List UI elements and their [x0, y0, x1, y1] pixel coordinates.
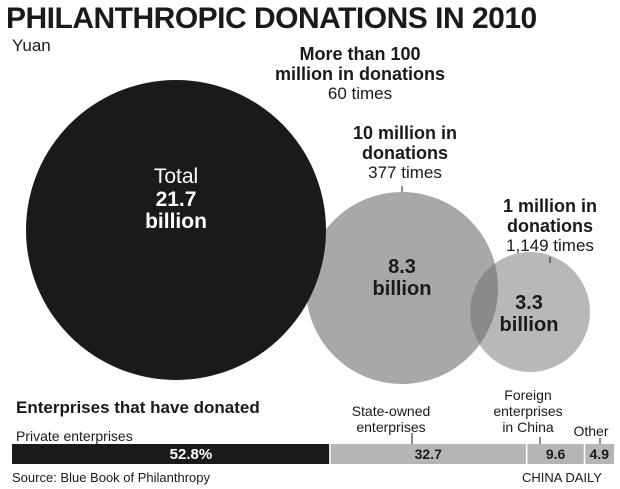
bar-segment-private — [12, 444, 330, 464]
bar-value-label-state-owned: 32.7 — [415, 446, 442, 462]
bubble-3-value: 3.3 — [515, 292, 543, 314]
bar-category-state-line2: enterprises — [356, 419, 426, 435]
label-over-100-line2: million in donations — [275, 64, 445, 84]
chart-title: PHILANTHROPIC DONATIONS IN 2010 — [6, 2, 537, 35]
bubble-8-3-billion — [306, 192, 498, 384]
bar-segment-state-owned — [329, 444, 527, 464]
bar-segment-other — [584, 444, 614, 464]
bubble-3-3-billion — [470, 252, 590, 372]
bar-category-foreign-line3: in China — [502, 419, 554, 435]
label-10-million-line1: 10 million in — [352, 123, 458, 143]
bar-value-label-foreign: 9.6 — [546, 446, 566, 462]
bar-category-foreign-line2: enterprises — [493, 403, 563, 419]
bar-category-private: Private enterprises — [16, 428, 133, 444]
label-over-100-count: 60 times — [327, 84, 393, 103]
bar-category-other: Other — [573, 423, 609, 439]
bar-section-title: Enterprises that have donated — [16, 398, 260, 417]
bar-category-foreign: Foreign enterprises in China — [488, 387, 568, 435]
source-note: Source: Blue Book of Philanthropy — [12, 470, 211, 485]
bar-segment-foreign — [526, 444, 585, 464]
label-10-million-count: 377 times — [368, 163, 442, 182]
bubble-2-value: 8.3 — [388, 256, 416, 278]
bubble-3-unit: billion — [499, 314, 559, 336]
label-10-million-line2: donations — [362, 143, 448, 163]
bar-category-foreign-line1: Foreign — [504, 387, 552, 403]
bar-value-label-private: 52.8% — [170, 446, 213, 463]
bubble-total — [26, 80, 326, 380]
bubble-total-unit: billion — [145, 210, 207, 233]
label-1-million-count: 1,149 times — [506, 236, 594, 255]
credit-label: CHINA DAILY — [522, 470, 602, 485]
bubble-total-word: Total — [153, 165, 199, 188]
label-10-million: 10 million in donations 377 times — [330, 123, 480, 183]
bubble-total-value: 21.7 — [155, 188, 197, 211]
bubble-2-unit: billion — [372, 278, 432, 300]
label-over-100-million: More than 100 million in donations 60 ti… — [250, 44, 470, 104]
bar-category-state-line1: State-owned — [351, 403, 431, 419]
label-1-million: 1 million in donations 1,149 times — [482, 196, 618, 256]
label-1-million-line1: 1 million in — [502, 196, 597, 216]
bubble-overlap — [469, 263, 499, 345]
unit-label: Yuan — [12, 36, 51, 55]
bar-category-state-owned: State-owned enterprises — [336, 403, 446, 435]
bar-value-label-other: 4.9 — [590, 446, 610, 462]
label-over-100-line1: More than 100 — [299, 44, 421, 64]
label-1-million-line2: donations — [507, 216, 593, 236]
